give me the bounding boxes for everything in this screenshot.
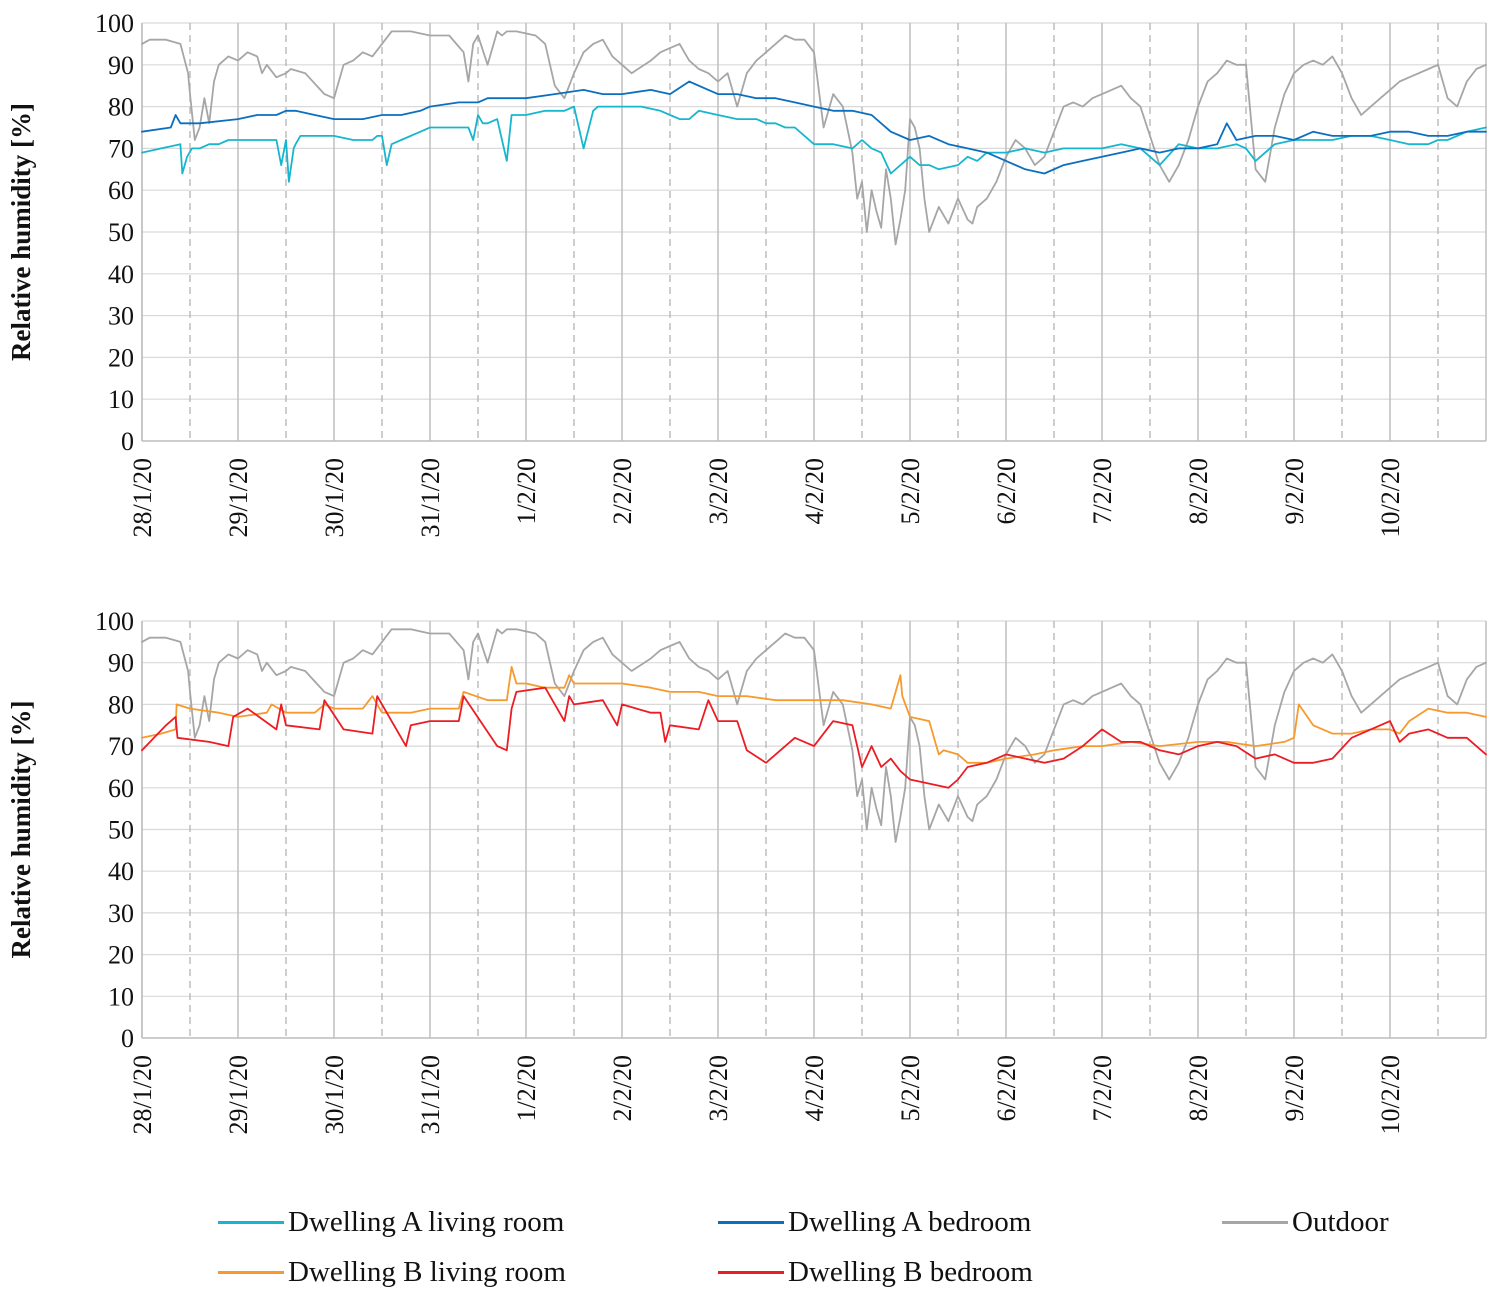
y-tick-label: 20 — [108, 941, 134, 970]
x-tick-label: 3/2/20 — [704, 458, 733, 524]
y-tick-label: 30 — [108, 302, 134, 331]
legend-label: Dwelling A bedroom — [788, 1205, 1032, 1238]
bottom-chart-dwelling-b: 0 10 20 30 40 50 60 70 80 90 100 28/1/20 29/1/20 30/1… — [6, 607, 1487, 1134]
x-tick-label: 1/2/20 — [512, 1055, 541, 1121]
x-tick-label: 9/2/20 — [1280, 458, 1309, 524]
legend-item-dwelling-b-bedroom: Dwelling B bedroom — [718, 1252, 1033, 1292]
series-line-dwelling-a-living-room — [141, 105, 1487, 183]
y-axis-title: Relative humidity [%] — [6, 701, 36, 959]
legend-swatch-line — [718, 1220, 784, 1224]
x-tick-label: 10/2/20 — [1376, 1055, 1405, 1134]
x-tick-label: 29/1/20 — [224, 458, 253, 537]
x-tick-label: 9/2/20 — [1280, 1055, 1309, 1121]
series-line-outdoor — [141, 628, 1487, 843]
y-tick-label: 50 — [108, 816, 134, 845]
x-tick-label: 3/2/20 — [704, 1055, 733, 1121]
y-tick-label: 70 — [108, 732, 134, 761]
x-tick-label: 6/2/20 — [992, 458, 1021, 524]
y-tick-label: 0 — [121, 1024, 134, 1053]
x-tick-label: 31/1/20 — [416, 458, 445, 537]
legend-label: Dwelling A living room — [288, 1205, 565, 1238]
x-tick-label: 8/2/20 — [1184, 458, 1213, 524]
series-line-dwelling-b-bedroom — [141, 686, 1487, 789]
legend-item-dwelling-a-living-room: Dwelling A living room — [218, 1202, 564, 1242]
series-line-dwelling-b-living-room — [141, 666, 1487, 764]
y-tick-label: 90 — [108, 649, 134, 678]
x-tick-label: 30/1/20 — [320, 458, 349, 537]
x-tick-label: 31/1/20 — [416, 1055, 445, 1134]
legend-label: Dwelling B living room — [288, 1255, 566, 1288]
legend-swatch-line — [1222, 1220, 1288, 1224]
top-chart-dwelling-a: 0 10 20 30 40 50 60 70 80 90 100 28/1/20 29/1/20 30/1… — [6, 9, 1487, 537]
y-tick-label: 70 — [108, 134, 134, 163]
legend-label: Outdoor — [1292, 1205, 1389, 1238]
series-line-outdoor — [141, 30, 1487, 246]
y-tick-label: 100 — [95, 9, 134, 38]
legend-label: Dwelling B bedroom — [788, 1255, 1033, 1288]
x-tick-label: 5/2/20 — [896, 458, 925, 524]
x-tick-label: 7/2/20 — [1088, 1055, 1117, 1121]
legend-item-dwelling-a-bedroom: Dwelling A bedroom — [718, 1202, 1031, 1242]
x-tick-label: 2/2/20 — [608, 1055, 637, 1121]
x-tick-label: 4/2/20 — [800, 1055, 829, 1121]
legend-swatch-line — [218, 1220, 284, 1224]
legend-swatch-line — [218, 1270, 284, 1274]
y-tick-label: 10 — [108, 982, 134, 1011]
y-tick-label: 30 — [108, 899, 134, 928]
x-tick-label: 6/2/20 — [992, 1055, 1021, 1121]
x-tick-label: 8/2/20 — [1184, 1055, 1213, 1121]
y-axis-title: Relative humidity [%] — [6, 103, 36, 361]
y-tick-label: 40 — [108, 857, 134, 886]
y-tick-label: 60 — [108, 176, 134, 205]
y-tick-label: 0 — [121, 427, 134, 456]
y-tick-label: 80 — [108, 93, 134, 122]
legend: Dwelling A living room Dwelling A bedroo… — [0, 1196, 1500, 1304]
y-tick-label: 80 — [108, 690, 134, 719]
x-tick-label: 28/1/20 — [128, 1055, 157, 1134]
legend-item-outdoor: Outdoor — [1222, 1202, 1389, 1242]
y-tick-label: 90 — [108, 51, 134, 80]
y-tick-label: 50 — [108, 218, 134, 247]
x-tick-label: 10/2/20 — [1376, 458, 1405, 537]
legend-swatch-line — [718, 1270, 784, 1274]
y-tick-label: 10 — [108, 385, 134, 414]
legend-item-dwelling-b-living-room: Dwelling B living room — [218, 1252, 566, 1292]
y-tick-label: 20 — [108, 343, 134, 372]
x-tick-label: 30/1/20 — [320, 1055, 349, 1134]
x-tick-label: 29/1/20 — [224, 1055, 253, 1134]
y-tick-label: 100 — [95, 607, 134, 636]
x-tick-label: 5/2/20 — [896, 1055, 925, 1121]
series-line-dwelling-a-bedroom — [141, 80, 1487, 175]
x-tick-label: 28/1/20 — [128, 458, 157, 537]
y-tick-label: 60 — [108, 774, 134, 803]
x-tick-label: 4/2/20 — [800, 458, 829, 524]
x-tick-label: 7/2/20 — [1088, 458, 1117, 524]
x-tick-label: 1/2/20 — [512, 458, 541, 524]
y-tick-label: 40 — [108, 260, 134, 289]
x-tick-label: 2/2/20 — [608, 458, 637, 524]
